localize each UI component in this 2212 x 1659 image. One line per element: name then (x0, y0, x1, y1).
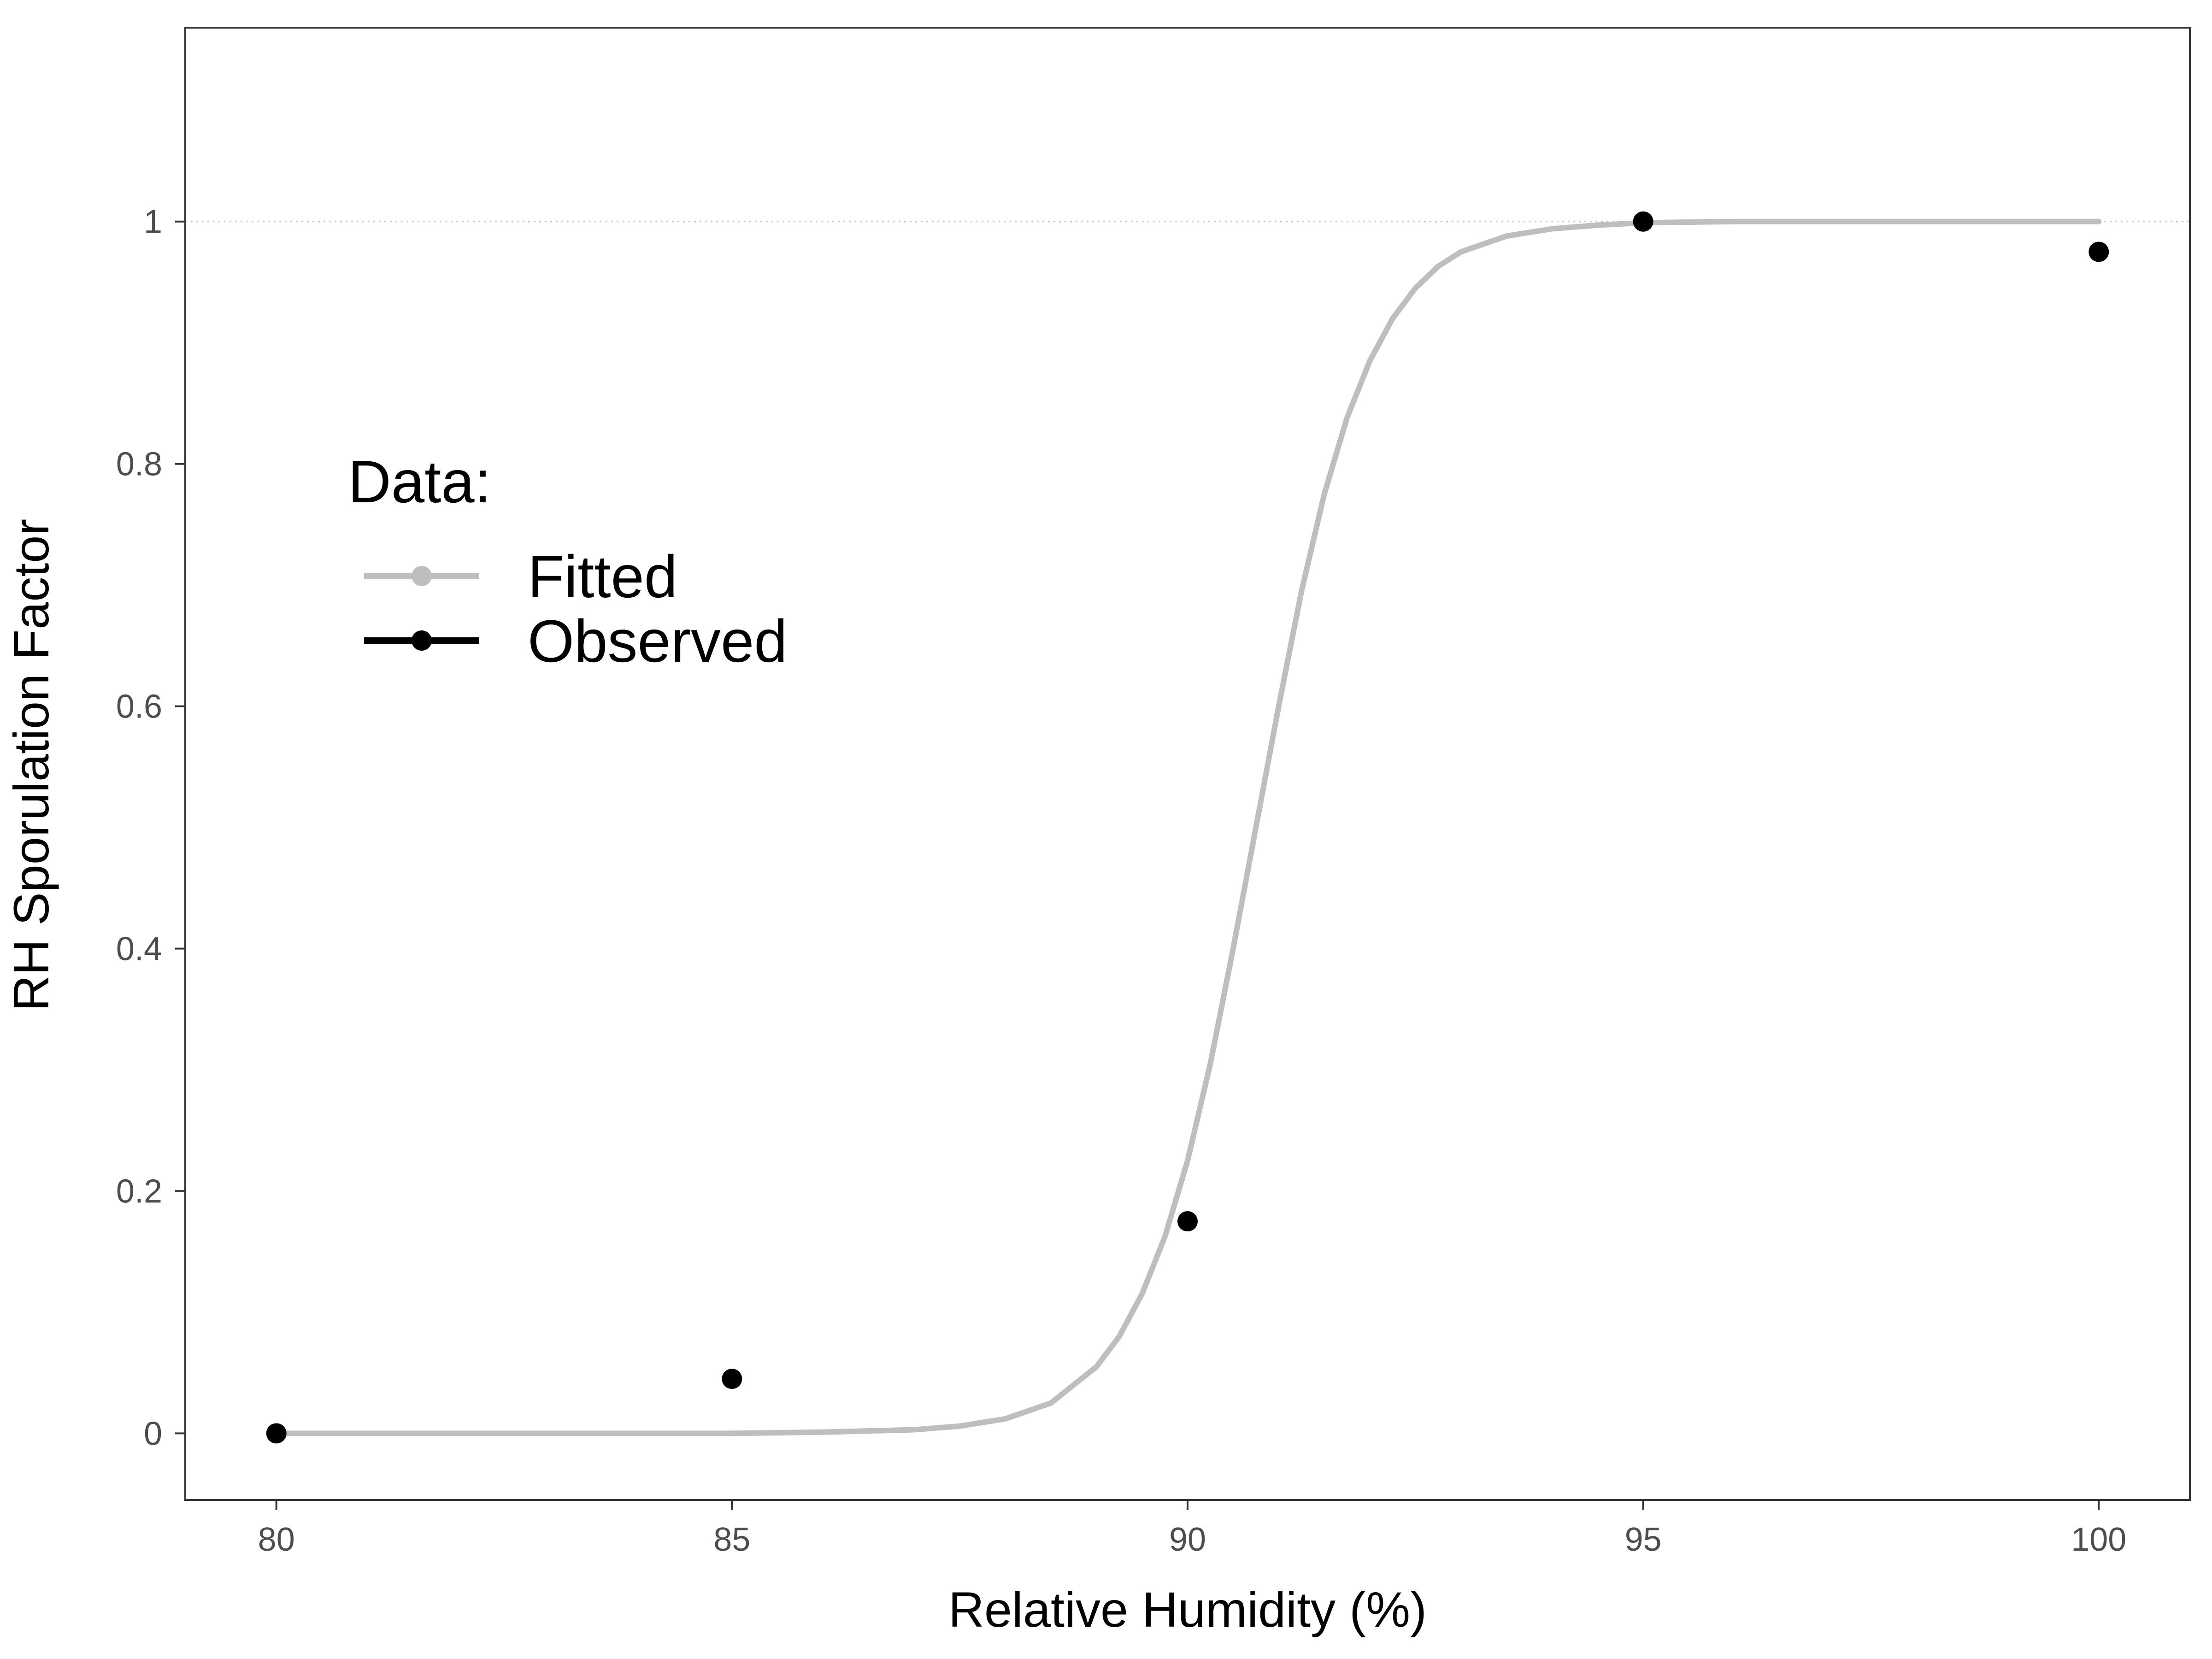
legend-item-observed: Observed (364, 607, 788, 675)
observed-point (1177, 1211, 1198, 1232)
legend-key-fitted-point (412, 566, 432, 586)
y-tick-label: 0.8 (116, 446, 162, 483)
y-tick-label: 0.2 (116, 1173, 162, 1210)
y-axis-title: RH Sporulation Factor (3, 519, 59, 1011)
x-tick-label: 95 (1625, 1521, 1662, 1558)
legend: Data: Fitted Observed (348, 448, 788, 675)
x-tick-label: 100 (2071, 1521, 2126, 1558)
observed-point (266, 1423, 287, 1444)
observed-point (1633, 211, 1653, 232)
plot-area (185, 211, 2190, 1444)
x-axis: 80 85 90 95 100 (258, 1500, 2126, 1558)
x-axis-title: Relative Humidity (%) (948, 1582, 1427, 1637)
legend-title: Data: (348, 448, 491, 515)
y-tick-label: 0.4 (116, 931, 162, 968)
legend-label-observed: Observed (528, 607, 788, 675)
observed-point (722, 1369, 742, 1389)
x-tick-label: 85 (713, 1521, 750, 1558)
y-tick-label: 0.6 (116, 688, 162, 725)
legend-key-observed-point (412, 630, 432, 651)
legend-label-fitted: Fitted (528, 543, 677, 610)
y-axis: 0 0.2 0.4 0.6 0.8 1 (116, 204, 185, 1452)
x-tick-label: 90 (1169, 1521, 1206, 1558)
y-tick-label: 0 (144, 1415, 162, 1452)
fitted-line (273, 218, 2102, 1436)
legend-item-fitted: Fitted (364, 543, 677, 610)
observed-point (2088, 241, 2109, 262)
y-tick-label: 1 (144, 204, 162, 241)
x-tick-label: 80 (258, 1521, 295, 1558)
